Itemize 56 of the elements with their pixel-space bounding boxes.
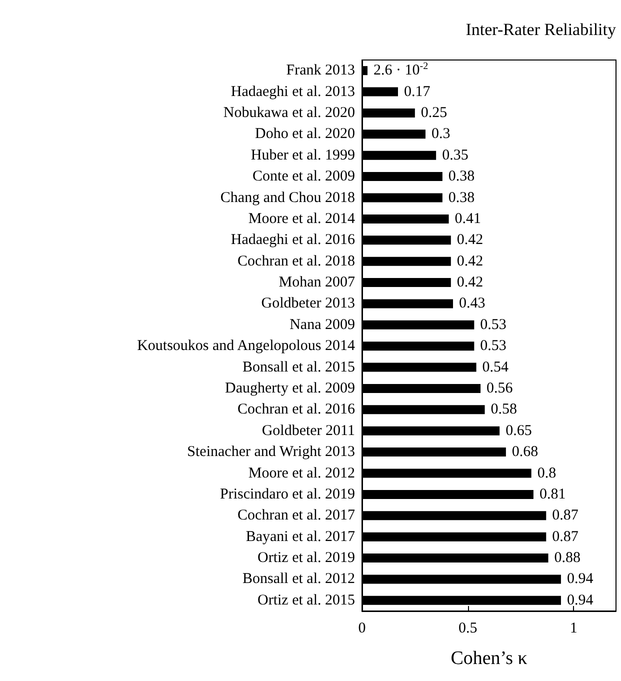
data-label: 0.88	[554, 550, 581, 566]
x-tick-label: 0	[358, 620, 366, 636]
y-tick-label: Bonsall et al. 2012	[242, 571, 355, 588]
data-label: 0.38	[448, 190, 475, 206]
y-tick-label: Mohan 2007	[278, 274, 356, 291]
y-tick-label: Nana 2009	[290, 316, 355, 333]
data-label: 0.81	[539, 486, 566, 502]
data-label: 0.42	[456, 274, 484, 291]
y-tick-label: Moore et al. 2014	[248, 210, 356, 227]
y-tick-label: Daugherty et al. 2009	[225, 380, 355, 396]
x-tick-label: 1	[570, 620, 578, 636]
data-label: 0.41	[454, 210, 482, 227]
y-tick-label: Bayani et al. 2017	[246, 528, 356, 545]
y-tick-label: Chang and Chou 2018	[220, 190, 355, 206]
y-tick-label: Conte et al. 2009	[252, 168, 355, 185]
y-tick-label: Cochran et al. 2018	[238, 253, 355, 270]
y-tick-label: Bonsall et al. 2015	[242, 359, 355, 376]
chart-title: Inter-Rater Reliability	[466, 20, 616, 39]
y-tick-label: Doho et al. 2020	[255, 126, 355, 142]
y-tick-label: Cochran et al. 2016	[238, 402, 356, 418]
data-label: 0.56	[486, 380, 514, 396]
y-tick-label: Steinacher and Wright 2013	[187, 444, 355, 460]
y-tick-label: Frank 2013	[286, 62, 355, 79]
data-label: 0.25	[420, 104, 448, 121]
x-tick-label: 0.5	[458, 620, 478, 636]
data-label: 0.94	[566, 592, 594, 608]
y-tick-label: Goldbeter 2013	[261, 296, 355, 312]
y-tick-label: Ortiz et al. 2019	[258, 550, 355, 566]
data-label: 0.42	[456, 232, 484, 248]
data-label: 0.43	[459, 296, 486, 312]
y-tick-label: Huber et al. 1999	[250, 147, 355, 164]
data-label: 0.3	[432, 126, 450, 142]
y-tick-label: Nobukawa et al. 2020	[223, 104, 355, 121]
data-label: 0.58	[490, 402, 518, 418]
y-tick-label: Hadaeghi et al. 2013	[230, 84, 355, 100]
data-label: 0.54	[482, 359, 510, 376]
x-axis-title: Cohen’s κ	[450, 648, 528, 669]
data-label: 0.68	[512, 444, 538, 460]
y-tick-label: Koutsoukos and Angelopolous 2014	[137, 338, 356, 354]
data-label: 0.87	[552, 508, 579, 524]
y-tick-label: Goldbeter 2011	[262, 422, 355, 439]
data-label: 0.53	[480, 316, 506, 333]
data-label: 0.35	[442, 147, 468, 164]
data-label: 0.53	[480, 338, 506, 354]
data-label: 0.65	[506, 422, 532, 439]
data-label: 0.38	[448, 168, 475, 185]
y-tick-label: Moore et al. 2012	[248, 465, 355, 482]
data-label: 0.17	[404, 84, 431, 100]
data-label: 0.42	[456, 253, 484, 270]
y-tick-label: Priscindaro et al. 2019	[220, 486, 355, 502]
y-tick-label: Cochran et al. 2017	[238, 508, 356, 524]
data-label: 0.94	[566, 571, 594, 588]
data-label: 0.8	[537, 465, 556, 482]
y-tick-label: Ortiz et al. 2015	[258, 592, 355, 608]
y-tick-label: Hadaeghi et al. 2016	[230, 232, 356, 248]
data-label: 0.87	[552, 528, 579, 545]
